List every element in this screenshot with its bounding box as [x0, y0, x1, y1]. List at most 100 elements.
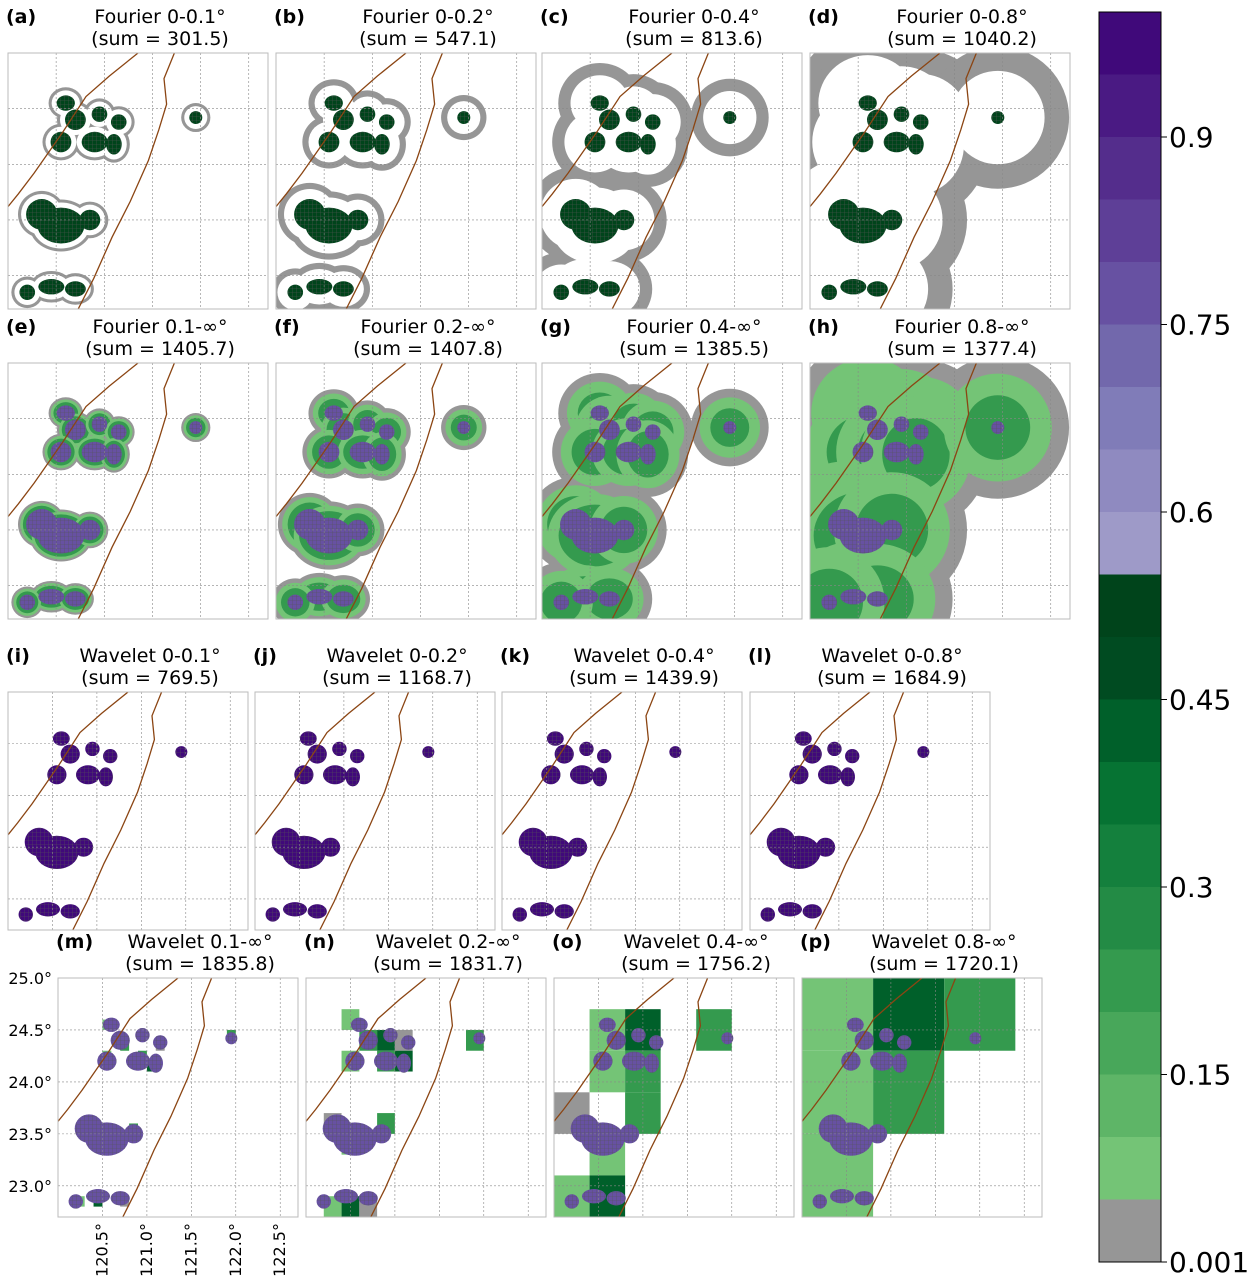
panel-sum: (sum = 1405.7): [85, 338, 235, 360]
panel-b: (b) Fourier 0-0.2°(sum = 547.1): [274, 6, 537, 310]
panel-f: (f) Fourier 0.2-∞°(sum = 1407.8): [274, 316, 537, 620]
colorbar-segment: [1099, 1012, 1161, 1075]
panel-sum: (sum = 301.5): [91, 28, 229, 50]
panel-sum: (sum = 769.5): [81, 667, 219, 689]
panel-label: (e): [6, 316, 36, 338]
panel-sum: (sum = 813.6): [625, 28, 763, 50]
coastline: [502, 692, 623, 836]
panel-j: (j) Wavelet 0-0.2°(sum = 1168.7): [253, 645, 496, 931]
colorbar-segment: [1099, 449, 1161, 512]
coastline: [345, 53, 444, 309]
x-tick-label: 121.5°: [181, 1223, 200, 1277]
coastline: [276, 53, 407, 208]
coastline: [802, 978, 923, 1122]
colorbar-segment: [1099, 512, 1161, 575]
coastline: [611, 53, 710, 309]
panel-a: (a) Fourier 0-0.1°(sum = 301.5): [6, 6, 269, 310]
coastline: [345, 363, 444, 619]
coastline: [618, 978, 709, 1217]
panel-label: (l): [748, 645, 772, 667]
colorbar-segment: [1099, 137, 1161, 200]
colorbar-segment: [1099, 949, 1161, 1012]
panel-title: Wavelet 0.8-∞°: [871, 931, 1016, 953]
panel-title: Wavelet 0-0.4°: [573, 645, 714, 667]
panel-k: (k) Wavelet 0-0.4°(sum = 1439.9): [500, 645, 743, 931]
y-tick-label: 23.5°: [8, 1125, 52, 1144]
panel-label: (o): [552, 931, 582, 953]
colorbar-segment: [1099, 762, 1161, 825]
colorbar-tick-label: 0.6: [1169, 496, 1214, 529]
panel-c: (c) Fourier 0-0.4°(sum = 813.6): [540, 6, 803, 310]
panel-label: (c): [540, 6, 569, 28]
coastline: [566, 692, 657, 930]
colorbar-segment: [1099, 824, 1161, 887]
coastline: [370, 978, 461, 1217]
coastline: [8, 692, 129, 836]
panel-o: (o) Wavelet 0.4-∞°(sum = 1756.2): [552, 931, 795, 1218]
coastline: [750, 692, 871, 836]
panel-e: (e) Fourier 0.1-∞°(sum = 1405.7): [6, 316, 269, 620]
colorbar-tick-label: 0.15: [1169, 1059, 1231, 1092]
coastline: [542, 53, 673, 208]
colorbar-segment: [1099, 637, 1161, 700]
panel-title: Fourier 0-0.4°: [628, 6, 759, 28]
colorbar-segment: [1099, 1199, 1161, 1262]
colorbar-tick-label: 0.45: [1169, 684, 1231, 717]
coastline: [611, 363, 710, 619]
panel-label: (k): [500, 645, 530, 667]
panel-sum: (sum = 1377.4): [887, 338, 1037, 360]
coastline: [77, 363, 176, 619]
panel-label: (m): [56, 931, 93, 953]
coastline: [866, 978, 957, 1217]
panel-p: (p) Wavelet 0.8-∞°(sum = 1720.1): [800, 931, 1043, 1218]
panel-g: (g) Fourier 0.4-∞°(sum = 1385.5): [540, 316, 803, 620]
colorbar-segment: [1099, 12, 1161, 75]
panel-sum: (sum = 1831.7): [373, 953, 523, 975]
panel-sum: (sum = 1756.2): [621, 953, 771, 975]
y-tick-label: 24.0°: [8, 1073, 52, 1092]
panel-label: (n): [304, 931, 335, 953]
panel-title: Fourier 0-0.1°: [94, 6, 225, 28]
coastline: [77, 53, 176, 309]
colorbar-segment: [1099, 574, 1161, 637]
panel-sum: (sum = 1385.5): [619, 338, 769, 360]
colorbar-segment: [1099, 324, 1161, 387]
coastline: [554, 978, 675, 1122]
coastline: [276, 363, 407, 518]
x-tick-label: 122.0°: [226, 1223, 245, 1277]
panel-sum: (sum = 1407.8): [353, 338, 503, 360]
colorbar-segment: [1099, 387, 1161, 450]
panel-title: Fourier 0.8-∞°: [895, 316, 1030, 338]
coastline: [319, 692, 410, 930]
colorbar-segment: [1099, 887, 1161, 950]
colorbar-segment: [1099, 1074, 1161, 1137]
panel-title: Wavelet 0.4-∞°: [623, 931, 768, 953]
panel-d: (d) Fourier 0-0.8°(sum = 1040.2): [808, 6, 1071, 310]
panel-label: (g): [540, 316, 571, 338]
colorbar-segment: [1099, 199, 1161, 262]
panel-title: Fourier 0.2-∞°: [361, 316, 496, 338]
colorbar-tick-label: 0.9: [1169, 121, 1214, 154]
coastline: [879, 363, 978, 619]
panel-title: Wavelet 0.1-∞°: [127, 931, 272, 953]
panel-n: (n) Wavelet 0.2-∞°(sum = 1831.7): [304, 931, 547, 1218]
coastline: [810, 53, 941, 208]
colorbar-tick-label: 0.001: [1169, 1246, 1249, 1279]
y-tick-label: 23.0°: [8, 1177, 52, 1196]
panel-label: (a): [6, 6, 36, 28]
panel-h: (h) Fourier 0.8-∞°(sum = 1377.4): [808, 316, 1071, 620]
x-tick-label: 121.0°: [137, 1223, 156, 1277]
panel-sum: (sum = 1684.9): [817, 667, 967, 689]
colorbar-segment: [1099, 262, 1161, 325]
coastline: [306, 978, 427, 1122]
colorbar-segment: [1099, 1137, 1161, 1200]
coastline: [8, 363, 139, 518]
panel-sum: (sum = 1720.1): [869, 953, 1019, 975]
panel-title: Fourier 0-0.8°: [896, 6, 1027, 28]
panel-sum: (sum = 1439.9): [569, 667, 719, 689]
panel-label: (p): [800, 931, 831, 953]
coastline: [8, 53, 139, 208]
panel-title: Wavelet 0-0.1°: [79, 645, 220, 667]
colorbar-segment: [1099, 74, 1161, 137]
